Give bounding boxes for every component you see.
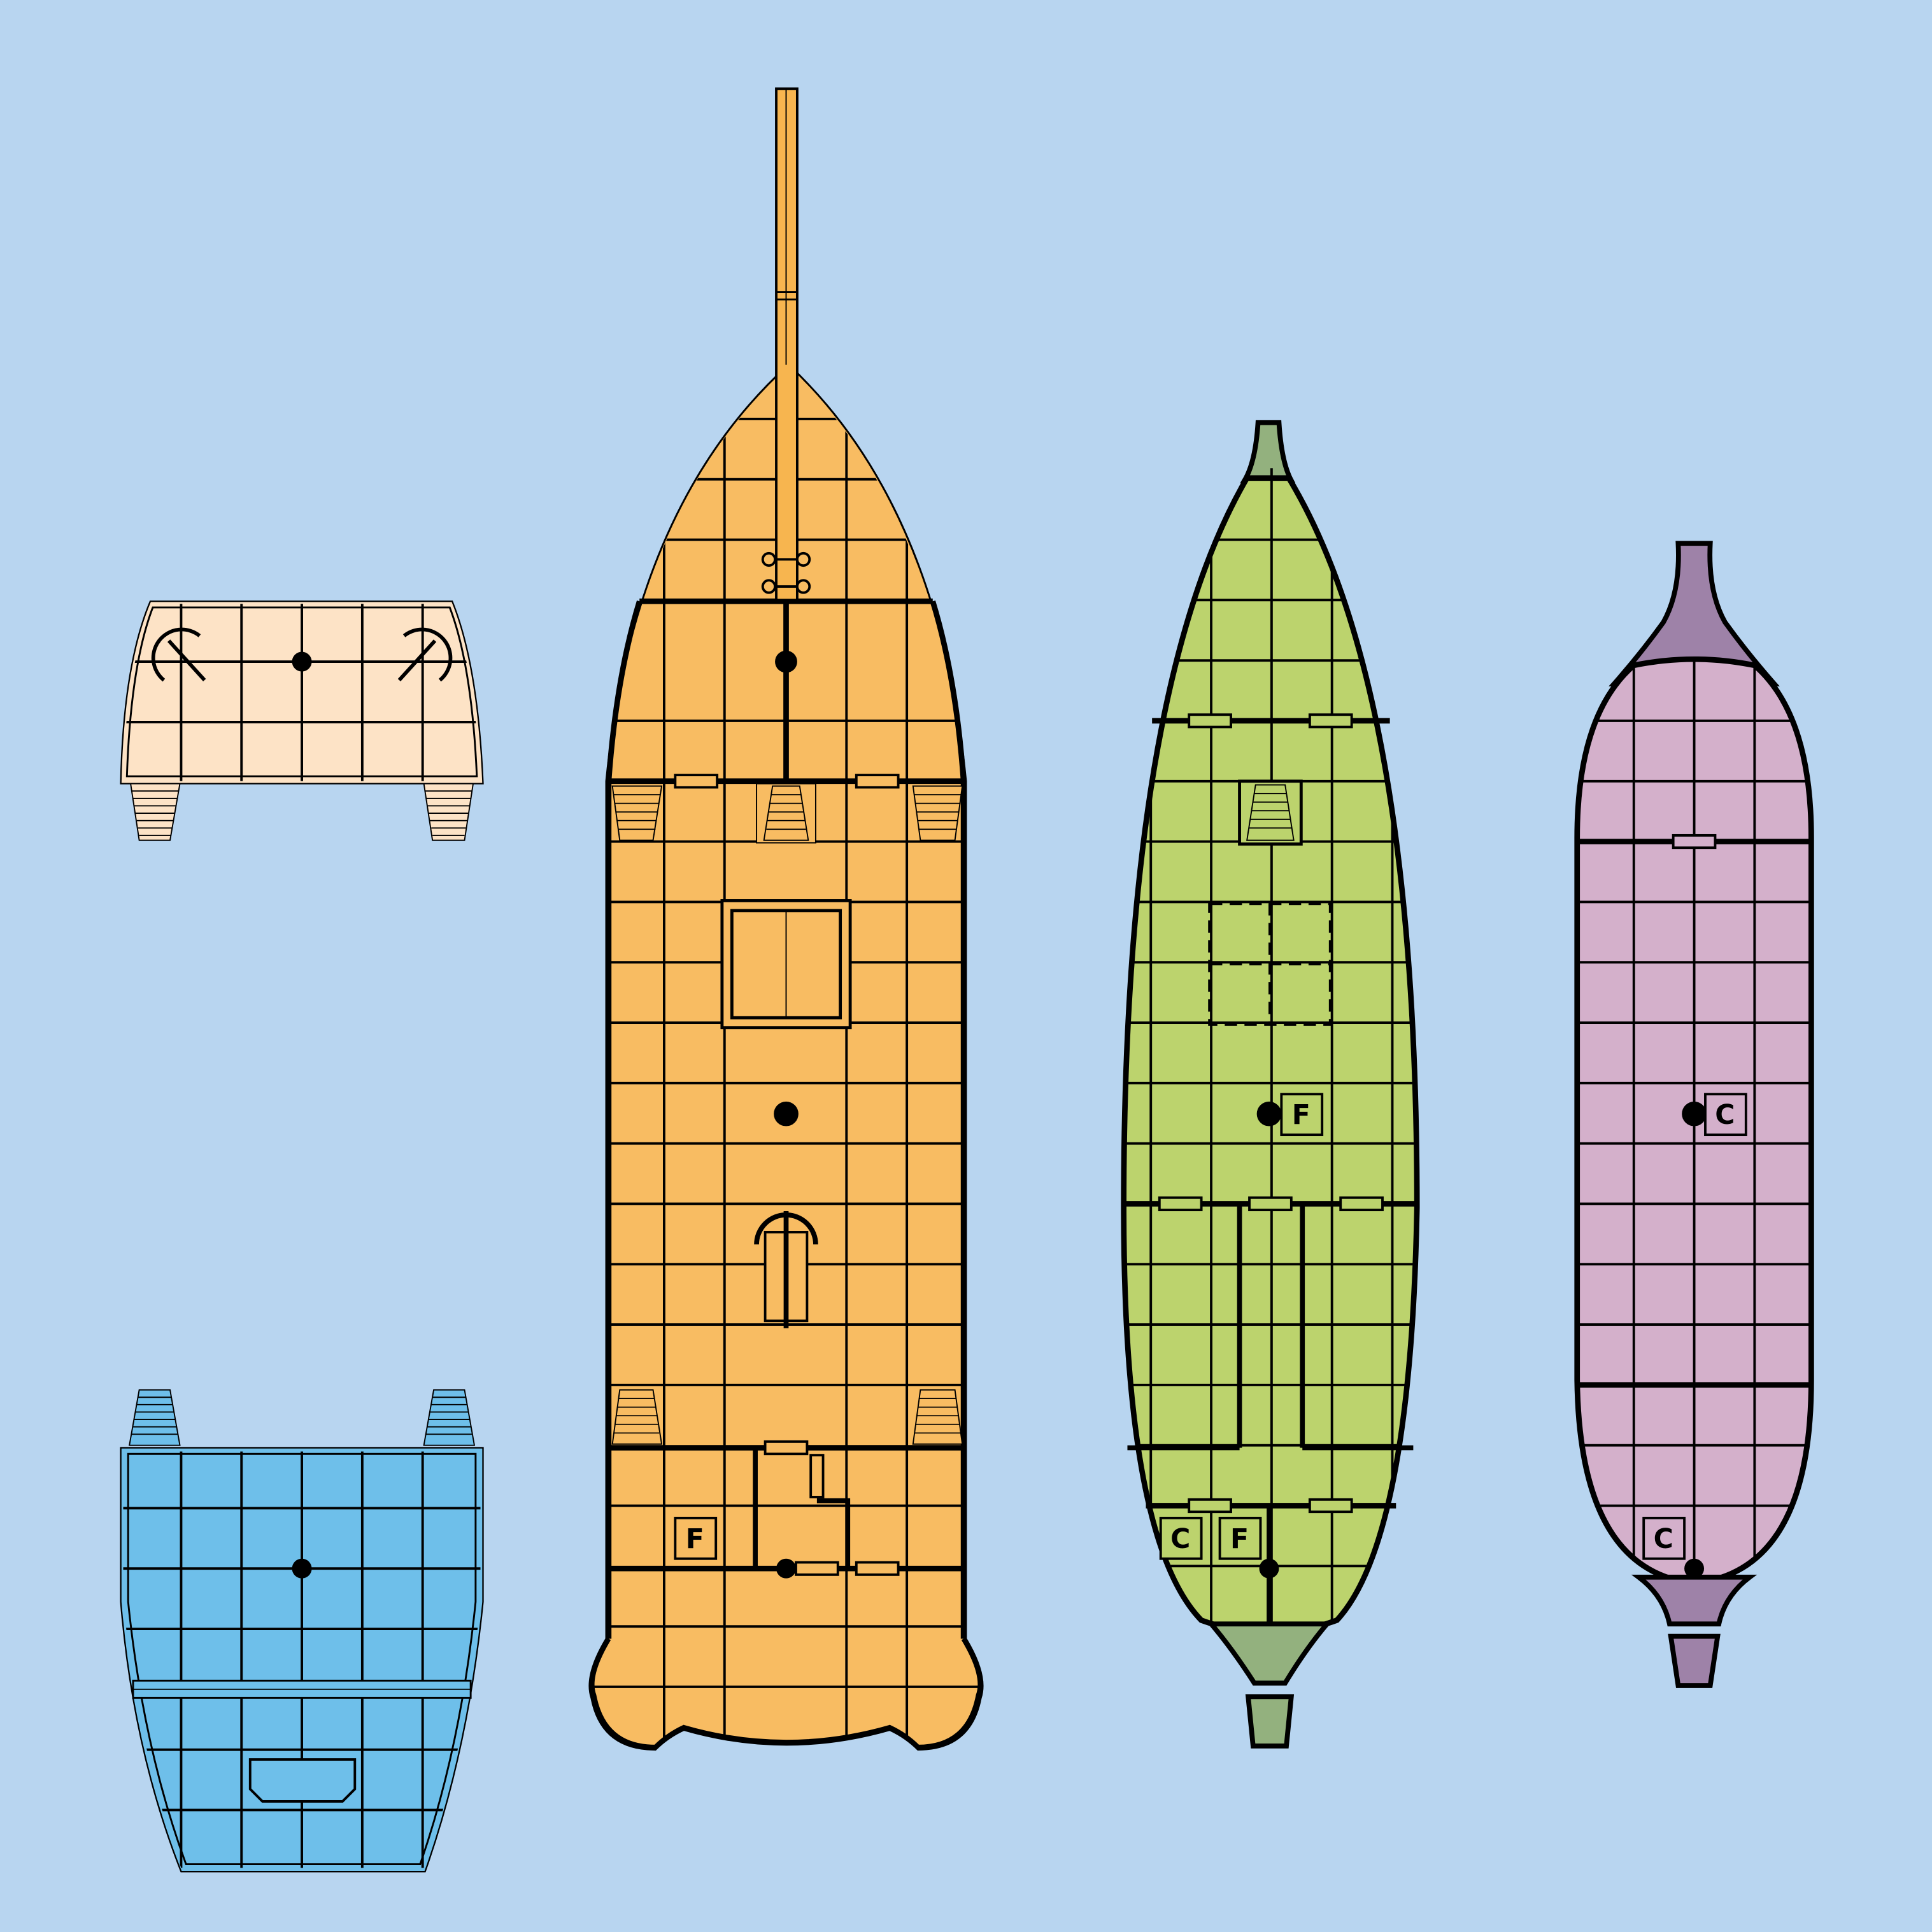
galleon-anchor-ring-icon [795, 551, 811, 567]
galleon-deck: F [588, 87, 984, 1751]
longship-stern-post [1205, 1621, 1333, 1686]
longship-marker-label: F [1230, 1523, 1249, 1555]
barge-deck: C C [1574, 541, 1814, 1688]
stern-deck-grid [123, 604, 481, 781]
longship-rudder [1245, 1694, 1295, 1749]
barge-door [1672, 834, 1717, 849]
longship-prow [1240, 420, 1296, 483]
barge-marker-label: C [1715, 1099, 1735, 1131]
longship-marker-label: F [1292, 1099, 1310, 1131]
barge-marker-label: C [1654, 1523, 1673, 1555]
barge-marker-box [1642, 1516, 1686, 1560]
galleon-mainmast-point [774, 1101, 799, 1126]
stern-helm-left-icon [151, 627, 201, 682]
longship-aft-mast-point [1259, 1558, 1279, 1579]
barge-stern-post [1631, 1574, 1758, 1627]
bow-mast-point [292, 1558, 312, 1579]
bow-hatch [248, 1758, 357, 1803]
stern-stairs-left [129, 783, 181, 841]
bow-stairs-right [423, 1389, 476, 1446]
galleon-marker-box [674, 1516, 718, 1560]
barge-mast-point [1682, 1101, 1707, 1126]
barge-aft-mast-point [1684, 1558, 1705, 1579]
bow-deck-grid [123, 1451, 481, 1868]
stern-helm-right-tiller [397, 639, 437, 682]
stern-mast-point [292, 651, 312, 672]
galleon-anchor-ring-icon [761, 551, 777, 567]
galleon-mizzenmast-point [776, 1558, 796, 1579]
galleon-stairs [611, 783, 963, 1445]
bow-section-deck [120, 1389, 484, 1873]
longship-marker-box [1280, 1093, 1324, 1137]
galleon-marker-label: F [686, 1523, 704, 1555]
longship-deck: F C F [1121, 420, 1420, 1749]
galleon-hull-wall [606, 600, 967, 1639]
galleon-anchor-ring-icon [795, 579, 811, 594]
longship-doors [1158, 713, 1384, 1514]
longship-stairs [1238, 779, 1303, 846]
barge-marker-box [1704, 1093, 1747, 1137]
longship-mast-point [1256, 1101, 1282, 1126]
longship-marker-box [1218, 1516, 1262, 1560]
barge-rudder [1668, 1633, 1721, 1688]
galleon-stair-steps [613, 794, 962, 1434]
galleon-cabin-partition [816, 1498, 851, 1569]
stern-helm-right-icon [402, 627, 453, 682]
stern-section-deck [120, 600, 484, 841]
stern-stairs-right [423, 783, 474, 841]
bow-stairs-left [129, 1389, 181, 1446]
galleon-foremast-point [775, 650, 797, 673]
longship-marker-box [1159, 1516, 1203, 1560]
galleon-anchor-ring-icon [761, 579, 777, 594]
stern-helm-left-tiller [167, 639, 206, 682]
galleon-stern-wall [589, 1637, 983, 1750]
galleon-doors [674, 774, 900, 1576]
longship-marker-label: C [1170, 1523, 1190, 1555]
